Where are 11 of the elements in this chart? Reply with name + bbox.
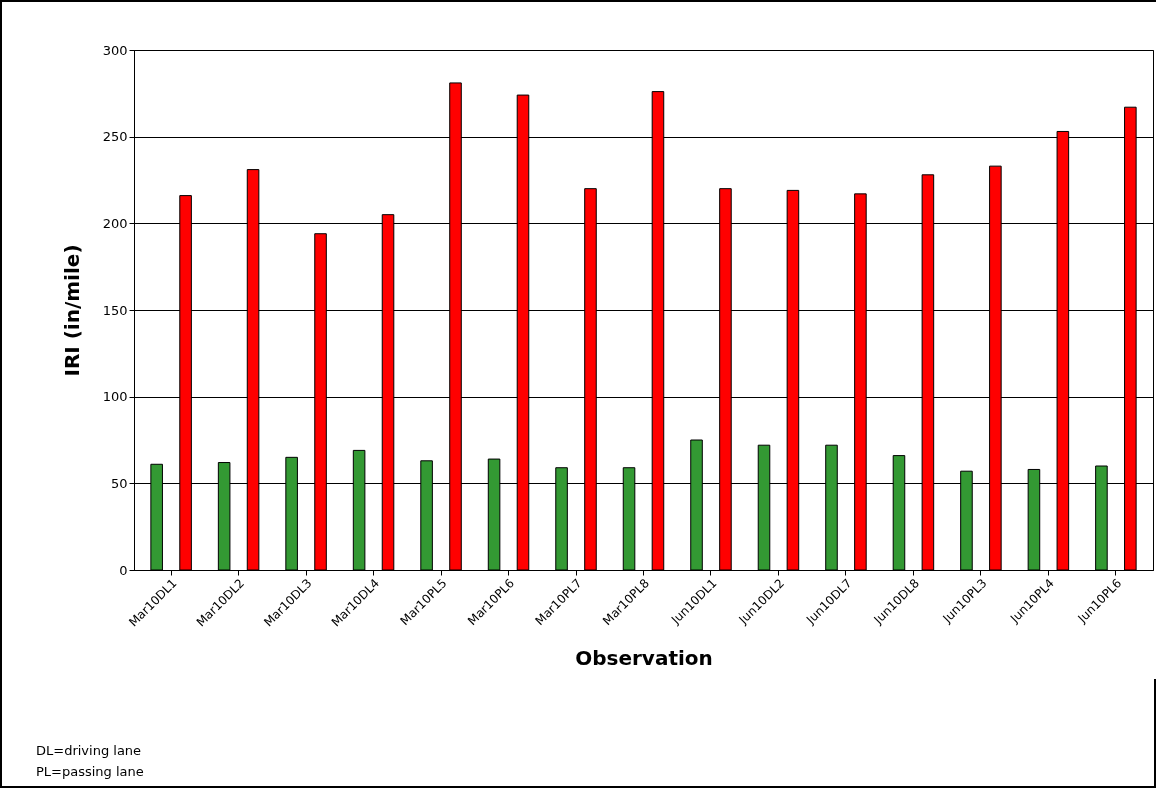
- y-tick-label: 0: [119, 562, 128, 578]
- text: DL=driving lane: [36, 742, 143, 760]
- text: PL=passing lane: [36, 763, 144, 781]
- x-axis-title: Observation: [575, 645, 713, 670]
- y-tick-label: 100: [102, 389, 128, 405]
- y-tick-label: 150: [102, 302, 128, 318]
- y-tick-label: 200: [102, 215, 128, 231]
- y-tick-label: 250: [102, 129, 128, 145]
- y-tick-label: 300: [102, 42, 128, 58]
- y-tick-label: 50: [110, 475, 128, 491]
- y-axis-title: IRI (in/mile): [59, 244, 84, 377]
